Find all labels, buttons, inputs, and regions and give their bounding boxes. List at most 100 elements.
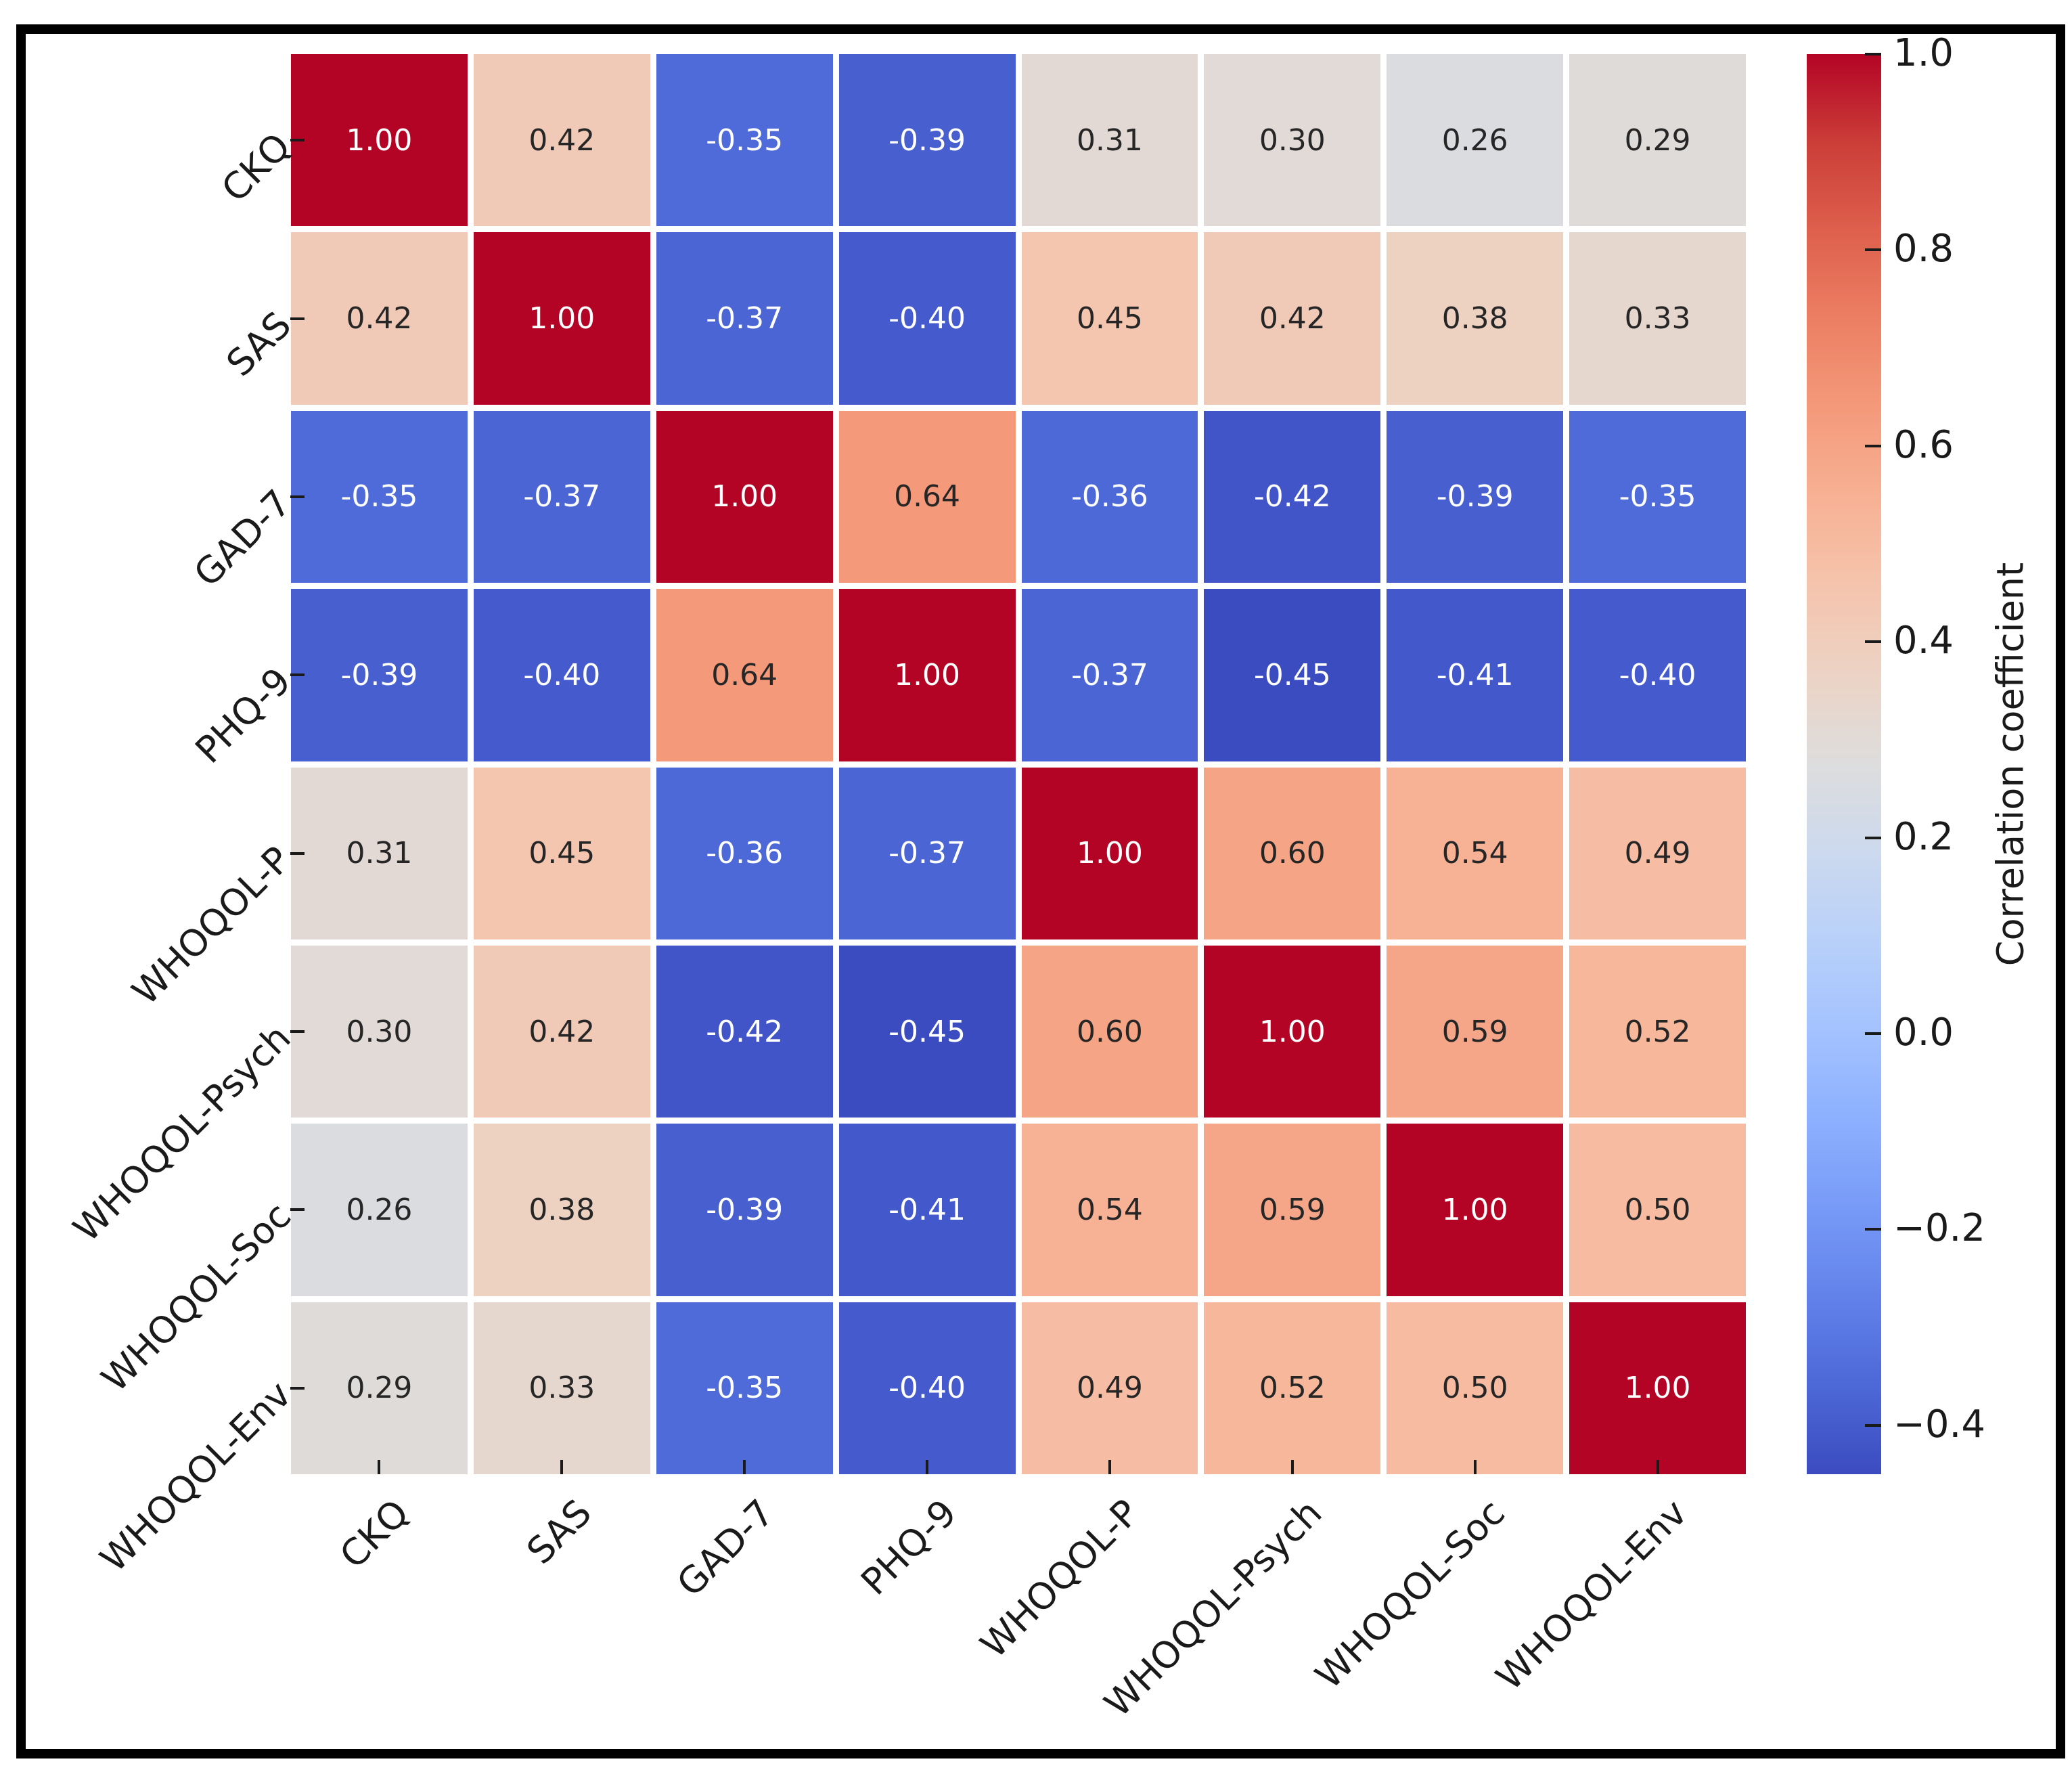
heatmap-cell-WHOQOL-Env-SAS: 0.33 <box>473 1302 650 1474</box>
y-tick-mark <box>290 673 305 677</box>
heatmap-cell-WHOQOL-P-PHQ-9: -0.37 <box>838 767 1016 939</box>
heatmap-cell-WHOQOL-Psych-CKQ: 0.30 <box>291 945 468 1118</box>
heatmap-cell-SAS-CKQ: 0.42 <box>291 232 468 405</box>
heatmap-cell-WHOQOL-Soc-WHOQOL-Soc: 1.00 <box>1387 1124 1564 1296</box>
heatmap-cell-WHOQOL-Env-WHOQOL-Soc: 0.50 <box>1387 1302 1564 1474</box>
heatmap-cell-PHQ-9-GAD-7: 0.64 <box>656 589 833 761</box>
colorbar <box>1807 54 1881 1474</box>
x-tick-mark <box>1473 1460 1477 1474</box>
colorbar-tick-mark <box>1865 53 1881 56</box>
y-tick-mark <box>290 1030 305 1034</box>
heatmap-cell-WHOQOL-Soc-WHOQOL-Env: 0.50 <box>1569 1124 1746 1296</box>
y-tick-mark <box>290 1386 305 1390</box>
heatmap-cell-GAD-7-WHOQOL-Env: -0.35 <box>1569 410 1746 583</box>
heatmap-cell-WHOQOL-Soc-SAS: 0.38 <box>473 1124 650 1296</box>
heatmap-cell-SAS-WHOQOL-Env: 0.33 <box>1569 232 1746 405</box>
heatmap-cell-GAD-7-WHOQOL-Soc: -0.39 <box>1387 410 1564 583</box>
heatmap-cell-PHQ-9-PHQ-9: 1.00 <box>838 589 1016 761</box>
x-tick-mark <box>1290 1460 1294 1474</box>
x-tick-mark <box>378 1460 381 1474</box>
heatmap-cell-WHOQOL-Soc-WHOQOL-Psych: 0.59 <box>1204 1124 1381 1296</box>
heatmap-cell-GAD-7-WHOQOL-P: -0.36 <box>1021 410 1198 583</box>
heatmap-cell-WHOQOL-P-CKQ: 0.31 <box>291 767 468 939</box>
figure-border <box>16 24 2065 1758</box>
heatmap-cell-WHOQOL-Psych-WHOQOL-Psych: 1.00 <box>1204 945 1381 1118</box>
colorbar-tick-label: 0.0 <box>1893 1010 1954 1055</box>
heatmap-cell-WHOQOL-P-WHOQOL-Env: 0.49 <box>1569 767 1746 939</box>
heatmap-cell-WHOQOL-Env-WHOQOL-Psych: 0.52 <box>1204 1302 1381 1474</box>
heatmap-cell-WHOQOL-Psych-WHOQOL-P: 0.60 <box>1021 945 1198 1118</box>
heatmap-cell-PHQ-9-WHOQOL-Env: -0.40 <box>1569 589 1746 761</box>
colorbar-tick-label: 0.4 <box>1893 619 1954 663</box>
heatmap-cell-WHOQOL-Psych-PHQ-9: -0.45 <box>838 945 1016 1118</box>
heatmap-cell-PHQ-9-WHOQOL-Psych: -0.45 <box>1204 589 1381 761</box>
heatmap-cell-GAD-7-GAD-7: 1.00 <box>656 410 833 583</box>
heatmap-cell-CKQ-WHOQOL-Env: 0.29 <box>1569 54 1746 227</box>
colorbar-tick-label: −0.4 <box>1893 1402 1985 1446</box>
heatmap-cell-SAS-WHOQOL-Psych: 0.42 <box>1204 232 1381 405</box>
heatmap-cell-CKQ-GAD-7: -0.35 <box>656 54 833 227</box>
heatmap-cell-WHOQOL-Soc-CKQ: 0.26 <box>291 1124 468 1296</box>
colorbar-tick-label: 0.8 <box>1893 227 1954 271</box>
heatmap-cell-WHOQOL-P-WHOQOL-Psych: 0.60 <box>1204 767 1381 939</box>
colorbar-tick-label: 1.0 <box>1893 31 1954 75</box>
y-tick-mark <box>290 139 305 142</box>
heatmap-cell-SAS-SAS: 1.00 <box>473 232 650 405</box>
colorbar-tick-label: −0.2 <box>1893 1206 1985 1251</box>
heatmap-cell-CKQ-CKQ: 1.00 <box>291 54 468 227</box>
y-tick-mark <box>290 1208 305 1212</box>
colorbar-tick-mark <box>1865 640 1881 644</box>
heatmap-cell-WHOQOL-Env-PHQ-9: -0.40 <box>838 1302 1016 1474</box>
colorbar-tick-mark <box>1865 248 1881 252</box>
heatmap-cell-WHOQOL-Psych-WHOQOL-Soc: 0.59 <box>1387 945 1564 1118</box>
colorbar-tick-mark <box>1865 1032 1881 1035</box>
heatmap-cell-CKQ-SAS: 0.42 <box>473 54 650 227</box>
colorbar-tick-label: 0.6 <box>1893 422 1954 467</box>
heatmap-cell-PHQ-9-CKQ: -0.39 <box>291 589 468 761</box>
heatmap-cell-WHOQOL-Psych-GAD-7: -0.42 <box>656 945 833 1118</box>
heatmap-cell-GAD-7-SAS: -0.37 <box>473 410 650 583</box>
heatmap-cell-PHQ-9-SAS: -0.40 <box>473 589 650 761</box>
x-tick-mark <box>560 1460 564 1474</box>
colorbar-tick-mark <box>1865 1228 1881 1231</box>
heatmap-cell-SAS-WHOQOL-P: 0.45 <box>1021 232 1198 405</box>
x-tick-mark <box>926 1460 929 1474</box>
heatmap-cell-CKQ-WHOQOL-P: 0.31 <box>1021 54 1198 227</box>
heatmap-cell-WHOQOL-Psych-SAS: 0.42 <box>473 945 650 1118</box>
heatmap-cell-SAS-WHOQOL-Soc: 0.38 <box>1387 232 1564 405</box>
y-tick-mark <box>290 495 305 498</box>
y-tick-mark <box>290 851 305 855</box>
heatmap-cell-CKQ-WHOQOL-Psych: 0.30 <box>1204 54 1381 227</box>
heatmap-cell-GAD-7-WHOQOL-Psych: -0.42 <box>1204 410 1381 583</box>
heatmap-cell-WHOQOL-Env-WHOQOL-Env: 1.00 <box>1569 1302 1746 1474</box>
heatmap-cell-WHOQOL-P-GAD-7: -0.36 <box>656 767 833 939</box>
heatmap-cell-WHOQOL-Psych-WHOQOL-Env: 0.52 <box>1569 945 1746 1118</box>
colorbar-tick-mark <box>1865 1423 1881 1427</box>
heatmap-cell-GAD-7-PHQ-9: 0.64 <box>838 410 1016 583</box>
heatmap-cell-WHOQOL-Env-CKQ: 0.29 <box>291 1302 468 1474</box>
colorbar-label: Correlation coefficient <box>1989 562 2032 967</box>
x-tick-mark <box>743 1460 746 1474</box>
heatmap-cell-WHOQOL-P-WHOQOL-P: 1.00 <box>1021 767 1198 939</box>
heatmap-cell-WHOQOL-Soc-PHQ-9: -0.41 <box>838 1124 1016 1296</box>
colorbar-tick-mark <box>1865 836 1881 839</box>
heatmap-cell-SAS-PHQ-9: -0.40 <box>838 232 1016 405</box>
heatmap-cell-PHQ-9-WHOQOL-P: -0.37 <box>1021 589 1198 761</box>
heatmap-cell-GAD-7-CKQ: -0.35 <box>291 410 468 583</box>
heatmap-cell-WHOQOL-P-SAS: 0.45 <box>473 767 650 939</box>
heatmap-cell-PHQ-9-WHOQOL-Soc: -0.41 <box>1387 589 1564 761</box>
colorbar-tick-mark <box>1865 444 1881 447</box>
x-tick-mark <box>1656 1460 1659 1474</box>
heatmap-cell-WHOQOL-Env-GAD-7: -0.35 <box>656 1302 833 1474</box>
heatmap-cell-SAS-GAD-7: -0.37 <box>656 232 833 405</box>
heatmap-cell-WHOQOL-Soc-WHOQOL-P: 0.54 <box>1021 1124 1198 1296</box>
x-tick-mark <box>1108 1460 1111 1474</box>
colorbar-tick-label: 0.2 <box>1893 814 1954 859</box>
heatmap-cell-WHOQOL-P-WHOQOL-Soc: 0.54 <box>1387 767 1564 939</box>
heatmap-cell-WHOQOL-Env-WHOQOL-P: 0.49 <box>1021 1302 1198 1474</box>
heatmap-grid: 1.00 0.42 -0.35 -0.39 0.31 0.30 0.26 0.29 0.42 1.… <box>291 54 1746 1474</box>
y-tick-mark <box>290 317 305 320</box>
heatmap-cell-WHOQOL-Soc-GAD-7: -0.39 <box>656 1124 833 1296</box>
heatmap-cell-CKQ-WHOQOL-Soc: 0.26 <box>1387 54 1564 227</box>
